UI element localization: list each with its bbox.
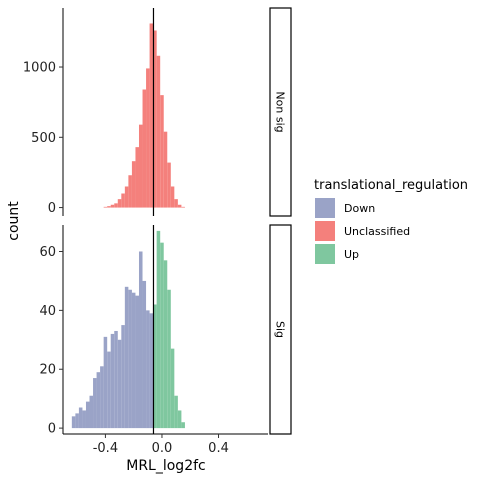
legend-label-up: Up bbox=[344, 248, 359, 261]
bar-up bbox=[160, 242, 164, 429]
bar-up bbox=[181, 422, 185, 429]
bar-up bbox=[170, 348, 175, 429]
facet-strip bbox=[269, 224, 292, 435]
bar-down bbox=[142, 280, 147, 429]
bar-unclassified bbox=[110, 204, 115, 208]
y-tick-label: 40 bbox=[39, 304, 56, 319]
bar-unclassified bbox=[174, 199, 178, 208]
bar-down bbox=[146, 310, 150, 429]
bar-down bbox=[75, 413, 79, 429]
bar-down bbox=[85, 401, 90, 429]
bar-up bbox=[156, 230, 161, 429]
bar-unclassified bbox=[181, 206, 185, 208]
bar-down bbox=[82, 410, 86, 429]
bar-down bbox=[114, 330, 118, 429]
bar-unclassified bbox=[124, 186, 129, 208]
bar-down bbox=[121, 325, 125, 429]
bar-down bbox=[93, 378, 97, 429]
panel-sig: 0 20 40 60 Sig bbox=[39, 224, 292, 437]
bar-up bbox=[167, 289, 171, 429]
bar-unclassified bbox=[146, 68, 150, 208]
bar-up bbox=[174, 395, 178, 429]
bar-unclassified bbox=[114, 203, 118, 208]
bar-unclassified bbox=[138, 124, 143, 208]
bar-unclassified bbox=[160, 95, 164, 208]
bar-unclassified bbox=[170, 186, 175, 208]
bar-unclassified bbox=[128, 175, 132, 208]
bar-unclassified bbox=[167, 162, 171, 208]
x-axis: -0.4 0.0 0.4 bbox=[63, 433, 268, 456]
bar-down bbox=[89, 395, 94, 429]
bar-down bbox=[131, 292, 136, 429]
bar-down bbox=[78, 407, 83, 429]
bar-up bbox=[177, 410, 182, 429]
bar-unclassified bbox=[135, 147, 139, 208]
bar-down bbox=[100, 366, 104, 429]
legend: translational_regulation Down Unclassifie… bbox=[314, 178, 468, 264]
bar-down bbox=[149, 313, 154, 429]
bar-unclassified bbox=[107, 206, 111, 208]
y-tick-label: 20 bbox=[39, 363, 56, 378]
y-tick-label: 500 bbox=[31, 131, 56, 146]
bar-unclassified bbox=[177, 204, 182, 208]
bar-unclassified bbox=[131, 161, 136, 208]
bar-unclassified bbox=[163, 131, 168, 208]
bar-down bbox=[96, 372, 101, 429]
bar-down bbox=[110, 333, 115, 429]
bar-down bbox=[128, 289, 132, 429]
legend-key-unclassified bbox=[315, 221, 335, 241]
legend-key-down bbox=[315, 198, 335, 218]
bar-unclassified bbox=[142, 89, 147, 208]
bar-down bbox=[71, 416, 76, 429]
bar-unclassified bbox=[103, 206, 108, 208]
x-tick-label: 0.4 bbox=[208, 441, 229, 456]
y-tick-label: 60 bbox=[39, 245, 56, 260]
bar-down bbox=[138, 251, 143, 429]
bar-down bbox=[107, 351, 111, 429]
facet-strip-label: Sig bbox=[274, 321, 287, 338]
bar-unclassified bbox=[117, 199, 122, 208]
x-tick-label: -0.4 bbox=[93, 441, 118, 456]
legend-key-up bbox=[315, 244, 335, 264]
y-tick-label: 1000 bbox=[23, 61, 56, 76]
y-tick-label: 0 bbox=[48, 201, 56, 216]
y-axis-title: count bbox=[6, 201, 22, 241]
bar-up bbox=[153, 304, 157, 429]
x-tick-label: 0.0 bbox=[152, 441, 173, 456]
bar-unclassified bbox=[149, 23, 154, 208]
bar-down bbox=[117, 339, 122, 429]
legend-label-down: Down bbox=[344, 202, 375, 215]
bar-down bbox=[124, 286, 129, 429]
legend-label-unclassified: Unclassified bbox=[344, 225, 410, 238]
bar-up bbox=[163, 260, 168, 429]
bar-down bbox=[135, 295, 139, 429]
legend-title: translational_regulation bbox=[314, 178, 468, 193]
y-tick-label: 0 bbox=[48, 422, 56, 437]
panel-non-sig: 0 500 1000 Non sig bbox=[23, 7, 292, 217]
panels: 0 500 1000 Non sig 0 20 40 60 Sig -0.4 0.0 0.4 bbox=[23, 7, 292, 456]
bar-unclassified bbox=[153, 30, 157, 208]
facet-strip-label: Non sig bbox=[274, 91, 287, 132]
bar-down bbox=[103, 336, 108, 429]
facet-strip bbox=[269, 7, 292, 217]
bar-unclassified bbox=[121, 193, 125, 208]
bar-unclassified bbox=[156, 55, 161, 208]
x-axis-title: MRL_log2fc bbox=[126, 458, 205, 474]
